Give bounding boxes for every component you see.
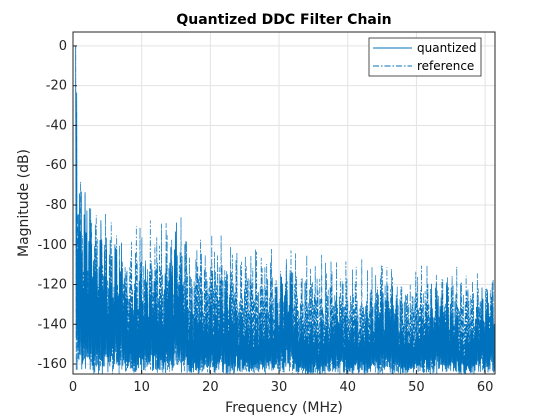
x-tick-label: 60: [477, 380, 494, 395]
y-tick-label: -20: [46, 79, 67, 94]
y-tick-label: -80: [46, 198, 67, 213]
x-tick-label: 50: [408, 380, 425, 395]
x-axis-label: Frequency (MHz): [225, 400, 343, 416]
legend: quantized reference: [368, 37, 482, 77]
plot-layer: [73, 45, 496, 375]
y-axis-label: Magnitude (dB): [16, 149, 32, 257]
tick-layer: 0 10 20 30 40 50 60 0 -20 -40 -60 -80 -100 -120 -140 -1…: [37, 39, 493, 395]
axes-box: [72, 31, 496, 375]
y-tick-label: -140: [37, 317, 67, 332]
y-tick-label: -100: [37, 238, 67, 253]
x-tick-label: 30: [271, 380, 288, 395]
y-tick-label: -60: [46, 158, 67, 173]
x-tick-label: 0: [69, 380, 77, 395]
y-tick-label: 0: [59, 39, 67, 54]
y-tick-label: -120: [37, 278, 67, 293]
y-tick-label: -160: [37, 357, 67, 372]
series-line-reference: [73, 45, 496, 374]
chart-title: Quantized DDC Filter Chain: [176, 12, 391, 28]
y-tick-label: -40: [46, 118, 67, 133]
x-tick-label: 40: [339, 380, 356, 395]
x-tick-label: 10: [133, 380, 150, 395]
legend-label-reference: reference: [417, 59, 474, 73]
x-tick-label: 20: [202, 380, 219, 395]
legend-box: [368, 37, 482, 77]
legend-label-quantized: quantized: [417, 41, 477, 55]
